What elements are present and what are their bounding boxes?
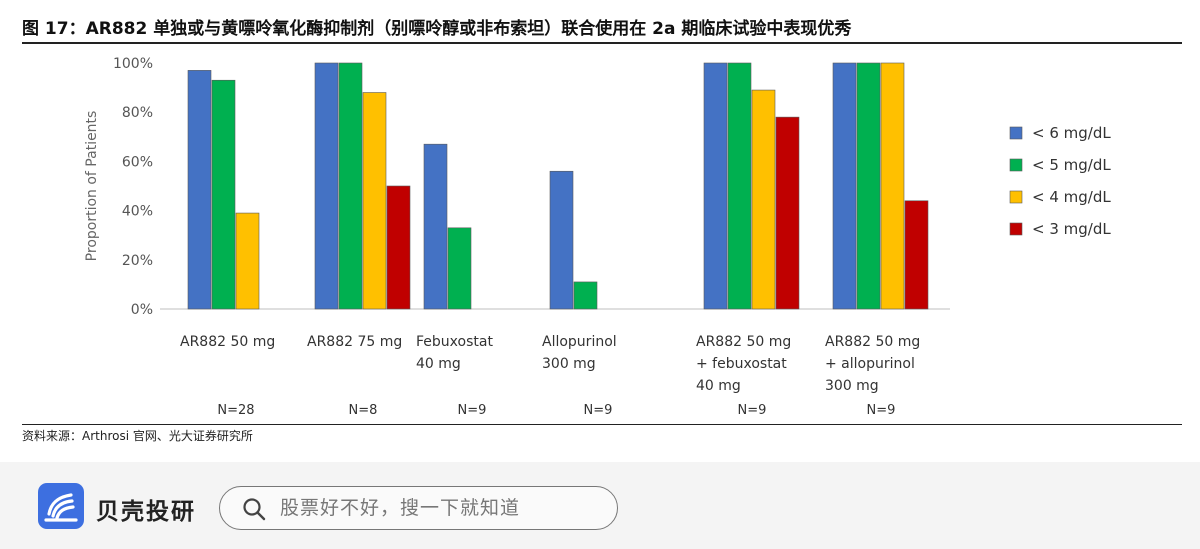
n-label: N=9 [584, 403, 613, 418]
title-divider [22, 42, 1182, 44]
bar [751, 89, 776, 310]
figure-title: 图 17：AR882 单独或与黄嘌呤氧化酶抑制剂（别嘌呤醇或非布索坦）联合使用在… [22, 19, 852, 39]
y-tick-label: 20% [122, 253, 153, 269]
n-label: N=8 [349, 403, 378, 418]
x-category-label: AR882 50 mg [825, 334, 920, 350]
search-input[interactable] [280, 493, 600, 523]
x-category-label: Febuxostat [416, 334, 493, 350]
y-tick-label: 60% [122, 154, 153, 170]
n-label: N=9 [458, 403, 487, 418]
y-tick-label: 0% [131, 302, 153, 318]
bar [703, 62, 728, 310]
x-category-label: AR882 50 mg [180, 334, 275, 350]
n-label: N=9 [867, 403, 896, 418]
legend-swatch [1009, 222, 1023, 236]
n-label: N=28 [217, 403, 254, 418]
footer-bar: 贝壳投研 [0, 462, 1200, 549]
legend-swatch [1009, 126, 1023, 140]
y-tick-label: 100% [113, 56, 153, 72]
bar [362, 92, 387, 310]
legend-label: < 5 mg/dL [1032, 156, 1111, 174]
bar [775, 116, 800, 310]
brand-name[interactable]: 贝壳投研 [96, 499, 196, 525]
x-category-label: 300 mg [542, 356, 596, 372]
bar [904, 200, 929, 310]
legend-swatch [1009, 190, 1023, 204]
x-category-label: + allopurinol [825, 356, 915, 372]
n-label: N=9 [738, 403, 767, 418]
y-tick-label: 80% [122, 105, 153, 121]
legend-label: < 4 mg/dL [1032, 188, 1111, 206]
y-axis-label: Proportion of Patients [84, 111, 100, 262]
brand-logo-icon[interactable] [38, 483, 84, 529]
x-category-label: AR882 75 mg [307, 334, 402, 350]
bar [187, 70, 212, 310]
bar [727, 62, 752, 310]
y-tick-label: 40% [122, 204, 153, 220]
source-divider [22, 424, 1182, 425]
bar [447, 227, 472, 310]
x-category-label: 40 mg [696, 378, 741, 394]
bar [856, 62, 881, 310]
x-category-label: + febuxostat [696, 356, 787, 372]
legend-label: < 3 mg/dL [1032, 220, 1111, 238]
source-note: 资料来源：Arthrosi 官网、光大证券研究所 [22, 429, 253, 443]
bar [314, 62, 339, 310]
bar [235, 212, 260, 310]
bar-chart: Proportion of Patients 0% 20% 40% 60% 80% 100%… [84, 56, 1111, 418]
legend-label: < 6 mg/dL [1032, 124, 1111, 142]
x-category-label: 300 mg [825, 378, 879, 394]
bar [880, 62, 905, 310]
bar [549, 170, 574, 310]
bar [211, 79, 236, 310]
bar [386, 185, 411, 310]
search-icon[interactable] [242, 497, 266, 521]
x-category-label: Allopurinol [542, 334, 617, 350]
bar [338, 62, 363, 310]
legend-swatch [1009, 158, 1023, 172]
x-category-label: AR882 50 mg [696, 334, 791, 350]
bar [423, 143, 448, 310]
search-box[interactable] [219, 486, 618, 530]
x-category-label: 40 mg [416, 356, 461, 372]
bar [832, 62, 857, 310]
bar [573, 281, 598, 310]
